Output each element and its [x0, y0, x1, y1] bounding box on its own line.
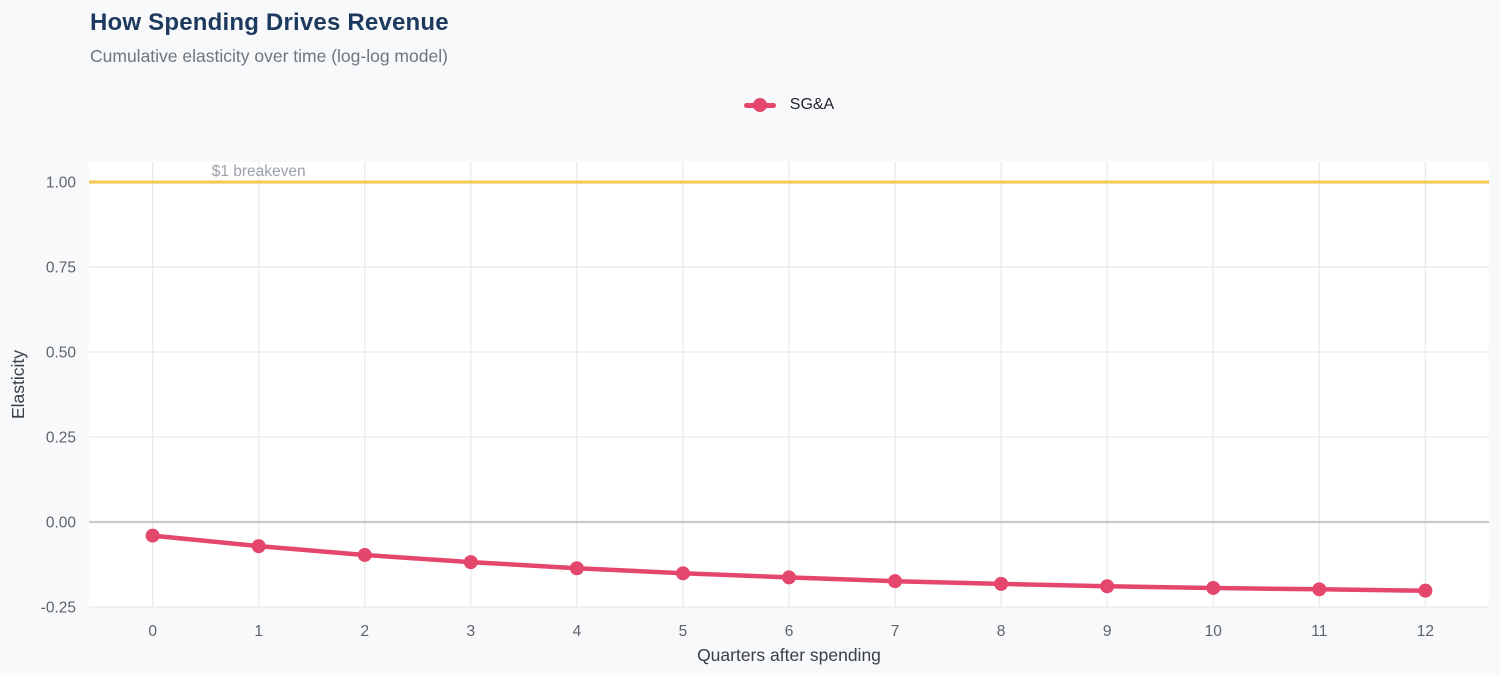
- x-tick-label: 11: [1311, 623, 1327, 640]
- data-point: [1312, 582, 1327, 597]
- data-point: [1418, 583, 1433, 598]
- data-point: [1100, 579, 1115, 594]
- data-point: [569, 561, 584, 576]
- x-tick-label: 2: [360, 623, 369, 640]
- y-axis-tick-labels: -0.25 0.00 0.25 0.50 0.75 1.00: [41, 175, 77, 617]
- x-tick-label: 1: [254, 623, 263, 640]
- data-point: [251, 539, 266, 554]
- data-point: [675, 566, 690, 581]
- y-tick-label: -0.25: [41, 600, 76, 617]
- y-tick-label: 0.75: [46, 260, 76, 277]
- data-point: [145, 528, 160, 543]
- y-axis-title: Elasticity: [8, 350, 28, 419]
- chart-legend: SG&A: [89, 96, 1489, 114]
- x-tick-label: 10: [1205, 623, 1223, 640]
- y-tick-label: 0.50: [46, 345, 77, 362]
- x-tick-label: 12: [1417, 623, 1434, 640]
- x-tick-label: 0: [148, 623, 157, 640]
- data-point: [463, 555, 478, 570]
- y-tick-label: 1.00: [46, 175, 77, 192]
- legend-dot-swatch: [752, 98, 767, 112]
- x-tick-label: 7: [891, 623, 900, 640]
- data-point: [357, 547, 372, 562]
- series-sg-a: [145, 528, 1433, 598]
- chart-subtitle: Cumulative elasticity over time (log-log…: [90, 46, 448, 66]
- chart-header: How Spending Drives Revenue Cumulative e…: [90, 8, 449, 67]
- x-tick-label: 9: [1103, 623, 1112, 640]
- x-tick-label: 4: [573, 623, 582, 640]
- breakeven-label: $1 breakeven: [212, 163, 306, 180]
- data-point: [888, 574, 903, 589]
- y-tick-label: 0.00: [46, 515, 77, 532]
- x-tick-label: 5: [679, 623, 688, 640]
- legend-item-label: SG&A: [789, 96, 835, 113]
- data-point: [994, 576, 1009, 591]
- y-tick-label: 0.25: [46, 430, 76, 447]
- x-axis-tick-labels: 0 1 2 3 4 5 6 7 8 9 10 11 12: [148, 623, 1434, 640]
- x-axis-title: Quarters after spending: [697, 645, 881, 665]
- x-tick-label: 8: [997, 623, 1006, 640]
- legend-line-dot-icon: [743, 97, 776, 113]
- data-point: [782, 570, 796, 585]
- data-point: [1206, 580, 1221, 595]
- x-tick-label: 6: [785, 623, 794, 640]
- chart-title: How Spending Drives Revenue: [90, 9, 449, 36]
- x-tick-label: 3: [467, 623, 476, 640]
